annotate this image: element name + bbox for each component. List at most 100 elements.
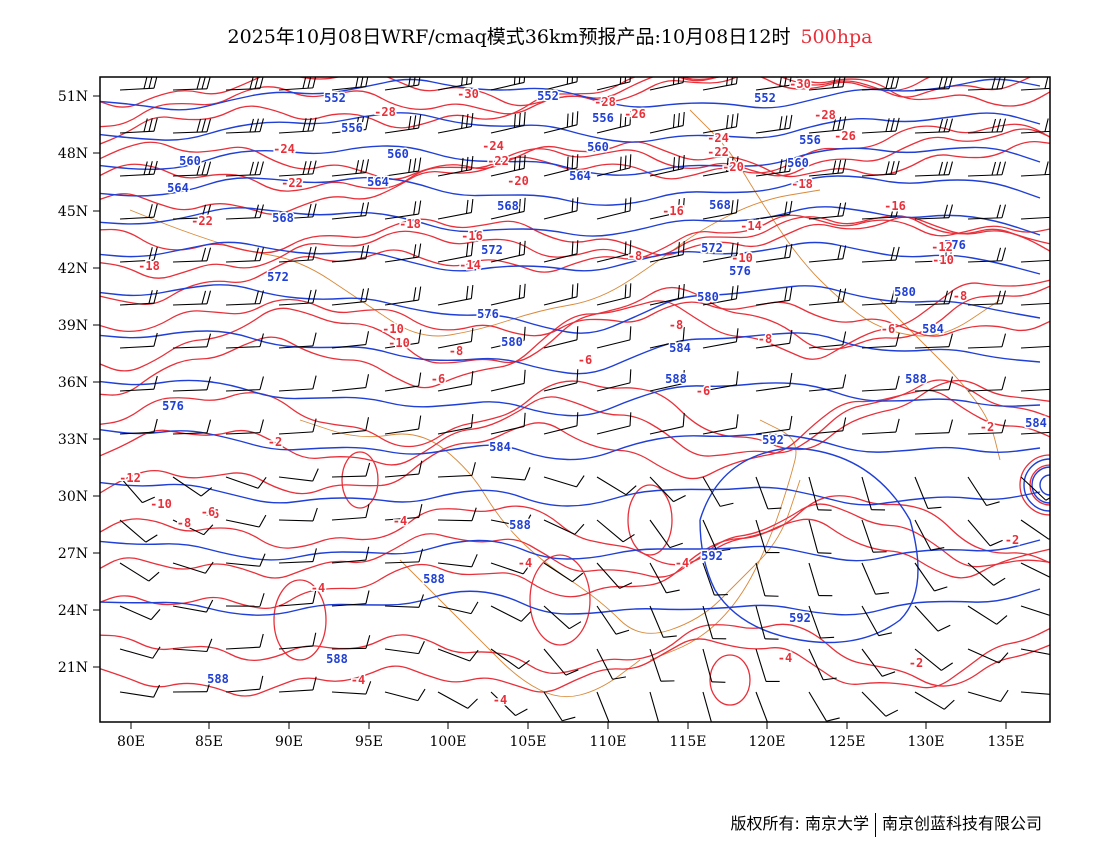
wind-barb [331,116,370,134]
wind-barb [225,77,264,91]
height-isoline [100,481,1041,507]
wind-barb [331,590,370,607]
temperature-label: -26 [834,129,856,143]
wind-barb [596,691,624,722]
temperature-isoline [100,627,1050,697]
wind-barb [861,332,900,349]
wind-barb [861,203,900,220]
temperature-label: -16 [461,229,483,243]
wind-barb [225,419,264,435]
wind-barb [119,375,158,392]
wind-barb [119,519,158,543]
wind-barb [331,288,370,306]
lat-label: 24N [58,603,88,619]
wind-barb [278,507,318,522]
wind-barb [437,370,474,392]
wind-barb [914,519,945,551]
wind-barb [172,519,214,536]
wind-barb [967,247,1007,263]
lat-label: 36N [58,375,88,391]
wind-barb [225,633,264,650]
temperature-label: -20 [722,160,744,174]
wind-barb [914,247,954,263]
temperature-label: -2 [980,420,994,434]
wind-barb [649,240,685,263]
wind-barb [1020,691,1050,696]
height-label: 556 [341,121,363,135]
wind-barb [172,376,212,392]
wind-barb [437,327,474,349]
wind-barb [225,333,264,349]
wind-barb [967,476,1000,507]
wind-barb [490,154,526,177]
wind-barb [702,328,739,349]
wind-barb [702,113,739,134]
wind-barb [225,593,265,607]
wind-barb [490,648,530,670]
border-line [689,109,1001,337]
wind-barb [384,460,423,478]
height-isoline [1039,474,1050,496]
temperature-label: -20 [507,174,529,188]
wind-barb [1020,605,1050,618]
lon-label: 100E [430,734,467,750]
temperature-label: -6 [881,322,895,336]
temperature-label: -4 [351,673,365,687]
wind-barb [225,514,267,528]
wind-barb [119,289,158,306]
lon-label: 110E [590,734,627,750]
temperature-isoline [100,379,1050,451]
temperature-isoline [100,495,1050,566]
wind-barb [596,326,632,349]
wind-barb [278,289,317,306]
wind-barb [331,159,370,177]
wind-barb [967,562,1006,586]
height-label: 572 [267,270,289,284]
wind-barb [543,605,582,630]
wind-barb [914,118,954,134]
temperature-label: -10 [388,336,410,350]
wind-barb [172,247,212,263]
wind-barb [1020,476,1050,501]
wind-barb [914,691,955,710]
wind-barb [331,546,370,564]
contour-labels: 552 552 552 556 556 556 560 560 560 560 564 564 564 5… [118,77,1049,709]
wind-barb [331,417,370,435]
wind-barb [649,605,677,638]
wind-barb [331,245,370,263]
height-label: 592 [789,611,811,625]
temperature-isoline [100,123,1050,215]
temperature-label: -12 [931,240,953,254]
border-line [399,559,641,698]
wind-barb [702,156,739,177]
wind-barb [543,648,579,676]
temperature-label: -8 [953,289,967,303]
wind-barb [437,462,476,478]
footer-separator [874,812,876,837]
height-isoline [1031,466,1050,504]
temperature-label: -6 [201,505,215,519]
wind-barb [384,415,422,435]
wind-barb [543,475,585,488]
wind-barb [861,289,900,306]
height-label: 568 [497,199,519,213]
wind-barb [437,413,474,435]
temperature-isoline [273,579,327,661]
wind-barb [755,519,780,554]
wind-barb [490,605,532,622]
wind-barb [490,514,532,528]
height-label: 588 [509,518,531,532]
wind-barb [437,112,474,134]
wind-barb [384,372,422,392]
wind-barb [755,562,779,597]
wind-barb [1020,161,1050,177]
wind-barb [119,203,158,220]
wind-barb [596,283,632,306]
wind-barb [384,504,423,521]
height-label: 576 [729,264,751,278]
wind-barb [808,648,837,681]
height-label: 576 [477,307,499,321]
height-label: 568 [709,198,731,212]
wind-barb [596,369,632,392]
wind-barb [172,419,212,435]
